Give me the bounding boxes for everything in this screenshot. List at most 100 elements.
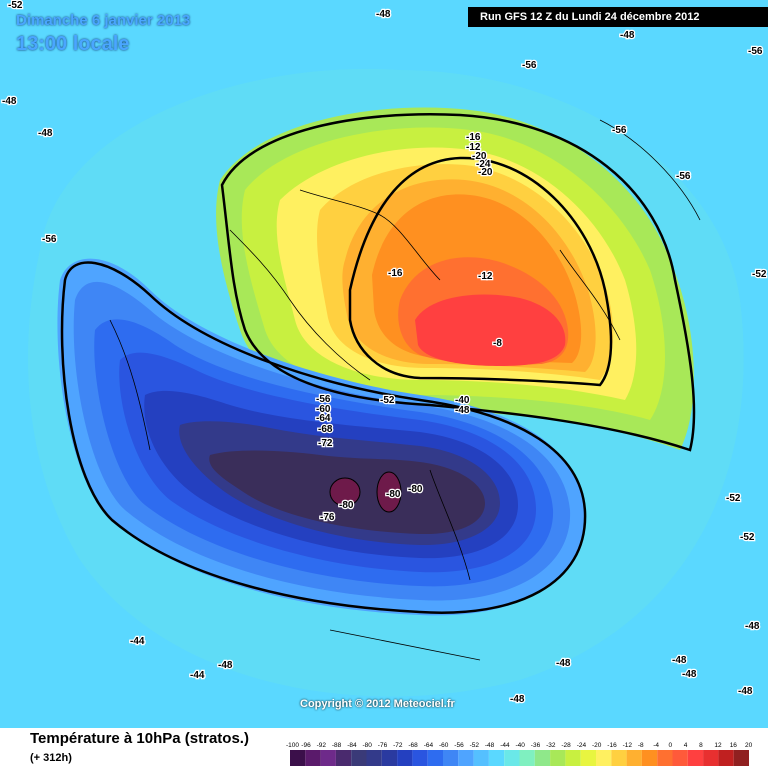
contour-label: -48 [376, 9, 391, 20]
scale-tick-label: -28 [561, 742, 571, 749]
scale-swatch [473, 750, 489, 766]
contour-label: -48 [738, 686, 753, 697]
scale-tick-label: -20 [592, 742, 602, 749]
contour-label: -72 [318, 438, 333, 449]
scale-swatch [351, 750, 367, 766]
contour-label: -52 [380, 395, 395, 406]
contour-label: -52 [726, 493, 741, 504]
scale-tick-label: -4 [653, 742, 659, 749]
contour-labels: -52 -48 -48 -56 -48 -48 -56 -56 -52 -56 … [1, 0, 768, 706]
scale-swatch [366, 750, 382, 766]
scale-tick-label: -100 [286, 742, 299, 749]
scale-swatch [458, 750, 474, 766]
contour-label: -80 [339, 500, 354, 511]
scale-swatch [611, 750, 627, 766]
contour-label: -64 [316, 413, 331, 424]
scale-tick-label: -40 [516, 742, 526, 749]
contour-label: -56 [42, 234, 57, 245]
scale-swatch [580, 750, 596, 766]
scale-swatch [626, 750, 642, 766]
contour-label: -48 [2, 96, 17, 107]
scale-tick-label: -96 [301, 742, 311, 749]
scale-tick-label: -72 [393, 742, 403, 749]
scale-tick-label: -80 [363, 742, 373, 749]
contour-label: -56 [612, 125, 627, 136]
scale-swatch [381, 750, 398, 766]
scale-swatch [519, 750, 535, 766]
contour-label: -52 [740, 532, 755, 543]
contour-label: -60 [316, 404, 331, 415]
scale-swatch [641, 750, 658, 766]
contour-label: -48 [510, 694, 525, 705]
scale-swatch [320, 750, 336, 766]
contour-label: -24 [476, 159, 491, 170]
scale-swatch [687, 750, 704, 766]
contour-label: -16 [466, 132, 481, 143]
contour-label: -44 [190, 670, 205, 681]
contour-label: -80 [386, 489, 401, 500]
forecast-time: 13:00 locale [16, 33, 130, 55]
map-svg: -52 -48 -48 -56 -48 -48 -56 -56 -52 -56 … [0, 0, 768, 728]
forecast-date: Dimanche 6 janvier 2013 [16, 12, 191, 29]
scale-tick-label: -60 [439, 742, 449, 749]
coastlines [109, 119, 701, 661]
scale-swatch [703, 750, 719, 766]
scale-tick-label: 8 [699, 742, 703, 749]
contour-label: -40 [455, 395, 470, 406]
map-title: Température à 10hPa (stratos.) [30, 730, 249, 747]
scale-tick-label: -44 [500, 742, 510, 749]
contour-label: -12 [466, 142, 481, 153]
contour-label: -48 [455, 405, 470, 416]
contour-label: -48 [556, 658, 571, 669]
contour-label: -52 [752, 269, 767, 280]
contour-label: -56 [748, 46, 763, 57]
scale-swatch [550, 750, 566, 766]
scale-tick-label: 12 [714, 742, 722, 749]
contour-label: -48 [745, 621, 760, 632]
scale-tick-label: -24 [577, 742, 587, 749]
scale-swatch [672, 750, 688, 766]
contour-label: -20 [472, 151, 487, 162]
contour-label: -48 [218, 660, 233, 671]
scale-tick-label: 0 [669, 742, 673, 749]
scale-swatch [733, 750, 749, 766]
contour-label: -20 [478, 167, 493, 178]
scale-tick-label: -92 [317, 742, 327, 749]
color-scale: -100 -96 -92 -88 -84 -80 -76 -72 -68 -64 -60 -56 -52… [286, 742, 753, 766]
scale-swatch [335, 750, 352, 766]
scale-tick-label: -88 [332, 742, 342, 749]
scale-tick-label: -32 [546, 742, 556, 749]
contour-label: -48 [38, 128, 53, 139]
scale-swatch [718, 750, 734, 766]
scale-swatch [596, 750, 612, 766]
temperature-map: -52 -48 -48 -56 -48 -48 -56 -56 -52 -56 … [0, 0, 768, 728]
scale-swatch [427, 750, 443, 766]
scale-swatch [443, 750, 459, 766]
contour-label: -76 [320, 512, 335, 523]
contour-label: -8 [493, 338, 502, 349]
copyright: Copyright © 2012 Meteociel.fr [300, 698, 455, 710]
cold-region [57, 258, 586, 616]
contour-cold-outer [60, 261, 587, 614]
contour-label: -68 [318, 424, 333, 435]
scale-tick-label: -8 [638, 742, 644, 749]
scale-tick-label: -12 [623, 742, 633, 749]
scale-tick-label: 4 [684, 742, 688, 749]
contour-label: -48 [672, 655, 687, 666]
scale-tick-label: 20 [745, 742, 753, 749]
scale-tick-label: -16 [607, 742, 617, 749]
scale-swatch [565, 750, 581, 766]
scale-swatch [657, 750, 673, 766]
scale-tick-label: -36 [531, 742, 541, 749]
scale-swatch [534, 750, 551, 766]
contour-label: -52 [8, 0, 23, 11]
contour-label: -44 [130, 636, 145, 647]
scale-tick-label: 16 [730, 742, 738, 749]
run-info-bar: Run GFS 12 Z du Lundi 24 décembre 2012 [468, 7, 768, 27]
contour-inner-warm [348, 156, 613, 387]
scale-tick-label: -64 [424, 742, 434, 749]
scale-tick-label: -68 [408, 742, 418, 749]
contour-label: -80 [408, 484, 423, 495]
contour-label: -56 [522, 60, 537, 71]
contour-label: -48 [682, 669, 697, 680]
